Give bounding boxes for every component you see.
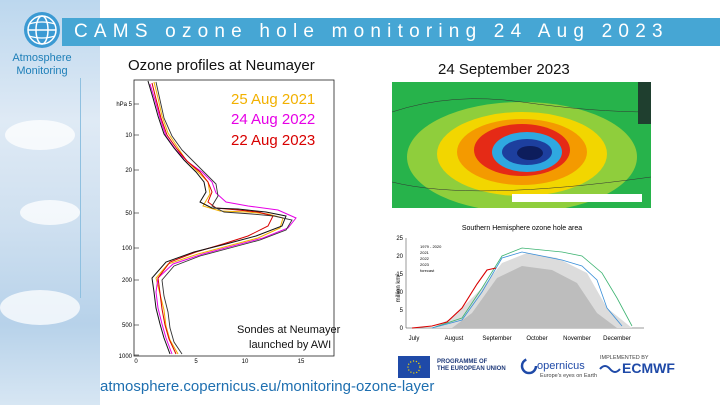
map-title: 24 September 2023 xyxy=(438,61,570,78)
hole-legend-item: 2022 xyxy=(420,256,430,261)
implemented-by-label: IMPLEMENTED BY xyxy=(600,355,649,361)
series-2023-line xyxy=(411,267,497,329)
y-tick-label: 100 xyxy=(122,246,133,252)
copernicus-wordmark: opernicus xyxy=(537,360,585,372)
hole-legend-item: 2023 xyxy=(420,262,430,267)
x-tick-label: 10 xyxy=(242,359,249,363)
hole-legend-item: forecast xyxy=(420,268,435,273)
month-label: November xyxy=(563,336,591,342)
divider xyxy=(80,78,81,298)
hole-y-tick: 0 xyxy=(400,326,404,332)
sondes-note-line1: Sondes at Neumayer xyxy=(237,324,341,336)
month-label: December xyxy=(603,336,631,342)
y-tick-label: 500 xyxy=(122,323,133,329)
globe-logo-icon xyxy=(24,12,60,48)
ecmwf-wordmark: ECMWF xyxy=(622,360,675,376)
plot-frame xyxy=(133,79,335,357)
month-label: September xyxy=(482,336,511,342)
profile-2023-line xyxy=(151,82,274,355)
cloud xyxy=(0,290,80,325)
ozone-map xyxy=(392,82,651,208)
brand-line2: Monitoring xyxy=(16,65,68,77)
hole-area-title: Southern Hemisphere ozone hole area xyxy=(462,225,582,232)
copernicus-tagline: Europe's eyes on Earth xyxy=(540,373,598,379)
ecmwf-logo-icon xyxy=(599,365,621,373)
eu-programme-line1: PROGRAMME OF xyxy=(437,359,488,365)
footer-url-link[interactable]: atmosphere.copernicus.eu/monitoring-ozon… xyxy=(100,378,435,395)
banner-title: CAMS ozone hole monitoring 24 Aug 2023 xyxy=(74,21,669,42)
month-label: October xyxy=(526,336,547,342)
hole-y-tick: 15 xyxy=(396,272,403,278)
y-tick-label: 1000 xyxy=(119,354,133,360)
cloud xyxy=(5,120,75,150)
y-tick-label: 50 xyxy=(125,211,132,217)
series-2021-line xyxy=(431,247,633,329)
ozone-profile-chart: hPa 5 10 20 50 100 200 500 1000 0 5 10 1… xyxy=(116,79,335,363)
hole-y-tick: 20 xyxy=(396,254,403,260)
copernicus-logo-icon xyxy=(520,357,538,375)
eu-programme-line2: THE EUROPEAN UNION xyxy=(437,366,506,372)
legend-2021: 25 Aug 2021 xyxy=(231,91,316,108)
eu-flag-icon xyxy=(398,356,430,378)
legend-2022: 24 Aug 2022 xyxy=(231,111,316,128)
sondes-note-line2: launched by AWI xyxy=(249,339,332,351)
y-tick-label: hPa 5 xyxy=(116,102,132,108)
y-tick-label: 200 xyxy=(122,278,133,284)
month-label: July xyxy=(409,336,420,342)
month-label: August xyxy=(445,336,464,342)
hole-y-tick: 10 xyxy=(396,290,403,296)
profiles-title: Ozone profiles at Neumayer xyxy=(128,57,315,74)
hole-y-tick: 5 xyxy=(400,308,404,314)
profile-reference-line-1 xyxy=(147,80,287,355)
cloud xyxy=(20,200,80,225)
legend-2023: 22 Aug 2023 xyxy=(231,132,316,149)
x-tick-label: 0 xyxy=(134,359,138,363)
series-2022-line xyxy=(431,251,623,329)
brand-line1: Atmosphere xyxy=(12,52,72,64)
profile-reference-line-2 xyxy=(155,81,293,355)
hole-y-tick: 25 xyxy=(396,236,403,242)
x-tick-label: 5 xyxy=(194,359,198,363)
y-tick-label: 10 xyxy=(125,133,132,139)
brand-label: Atmosphere Monitoring xyxy=(0,52,84,78)
title-banner xyxy=(62,18,720,46)
ozone-hole-area-chart: Southern Hemisphere ozone hole area mill… xyxy=(392,218,652,348)
hole-legend-item: 2021 xyxy=(420,250,430,255)
hole-legend-item: 1979 - 2020 xyxy=(420,244,442,249)
y-tick-label: 20 xyxy=(125,168,132,174)
sky-background xyxy=(0,0,100,405)
hole-area-ylabel: million km² xyxy=(396,274,402,303)
x-tick-label: 15 xyxy=(298,359,305,363)
